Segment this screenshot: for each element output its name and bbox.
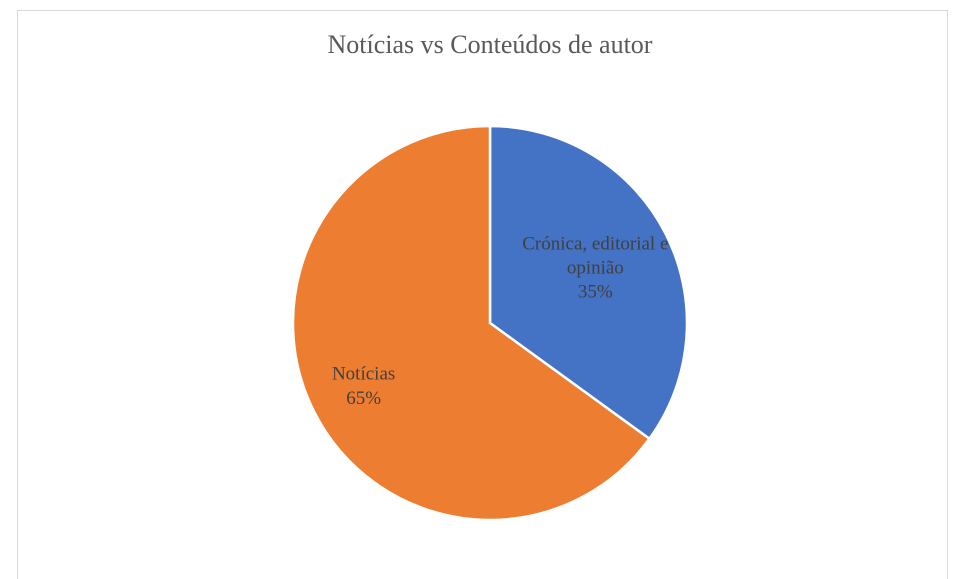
data-label: Notícias [332, 364, 395, 385]
data-label: Crónica, editorial e opinião [522, 234, 668, 279]
pie-slice [488, 124, 689, 441]
chart-title: Notícias vs Conteúdos de autor [328, 30, 653, 59]
category-label-line: opinião [567, 258, 624, 279]
value-label: 65% [346, 388, 381, 409]
value-label: 35% [578, 282, 613, 303]
category-label-line: Notícias [332, 364, 395, 385]
pie-slice [291, 124, 652, 522]
category-label-line: Crónica, editorial e [522, 234, 668, 255]
